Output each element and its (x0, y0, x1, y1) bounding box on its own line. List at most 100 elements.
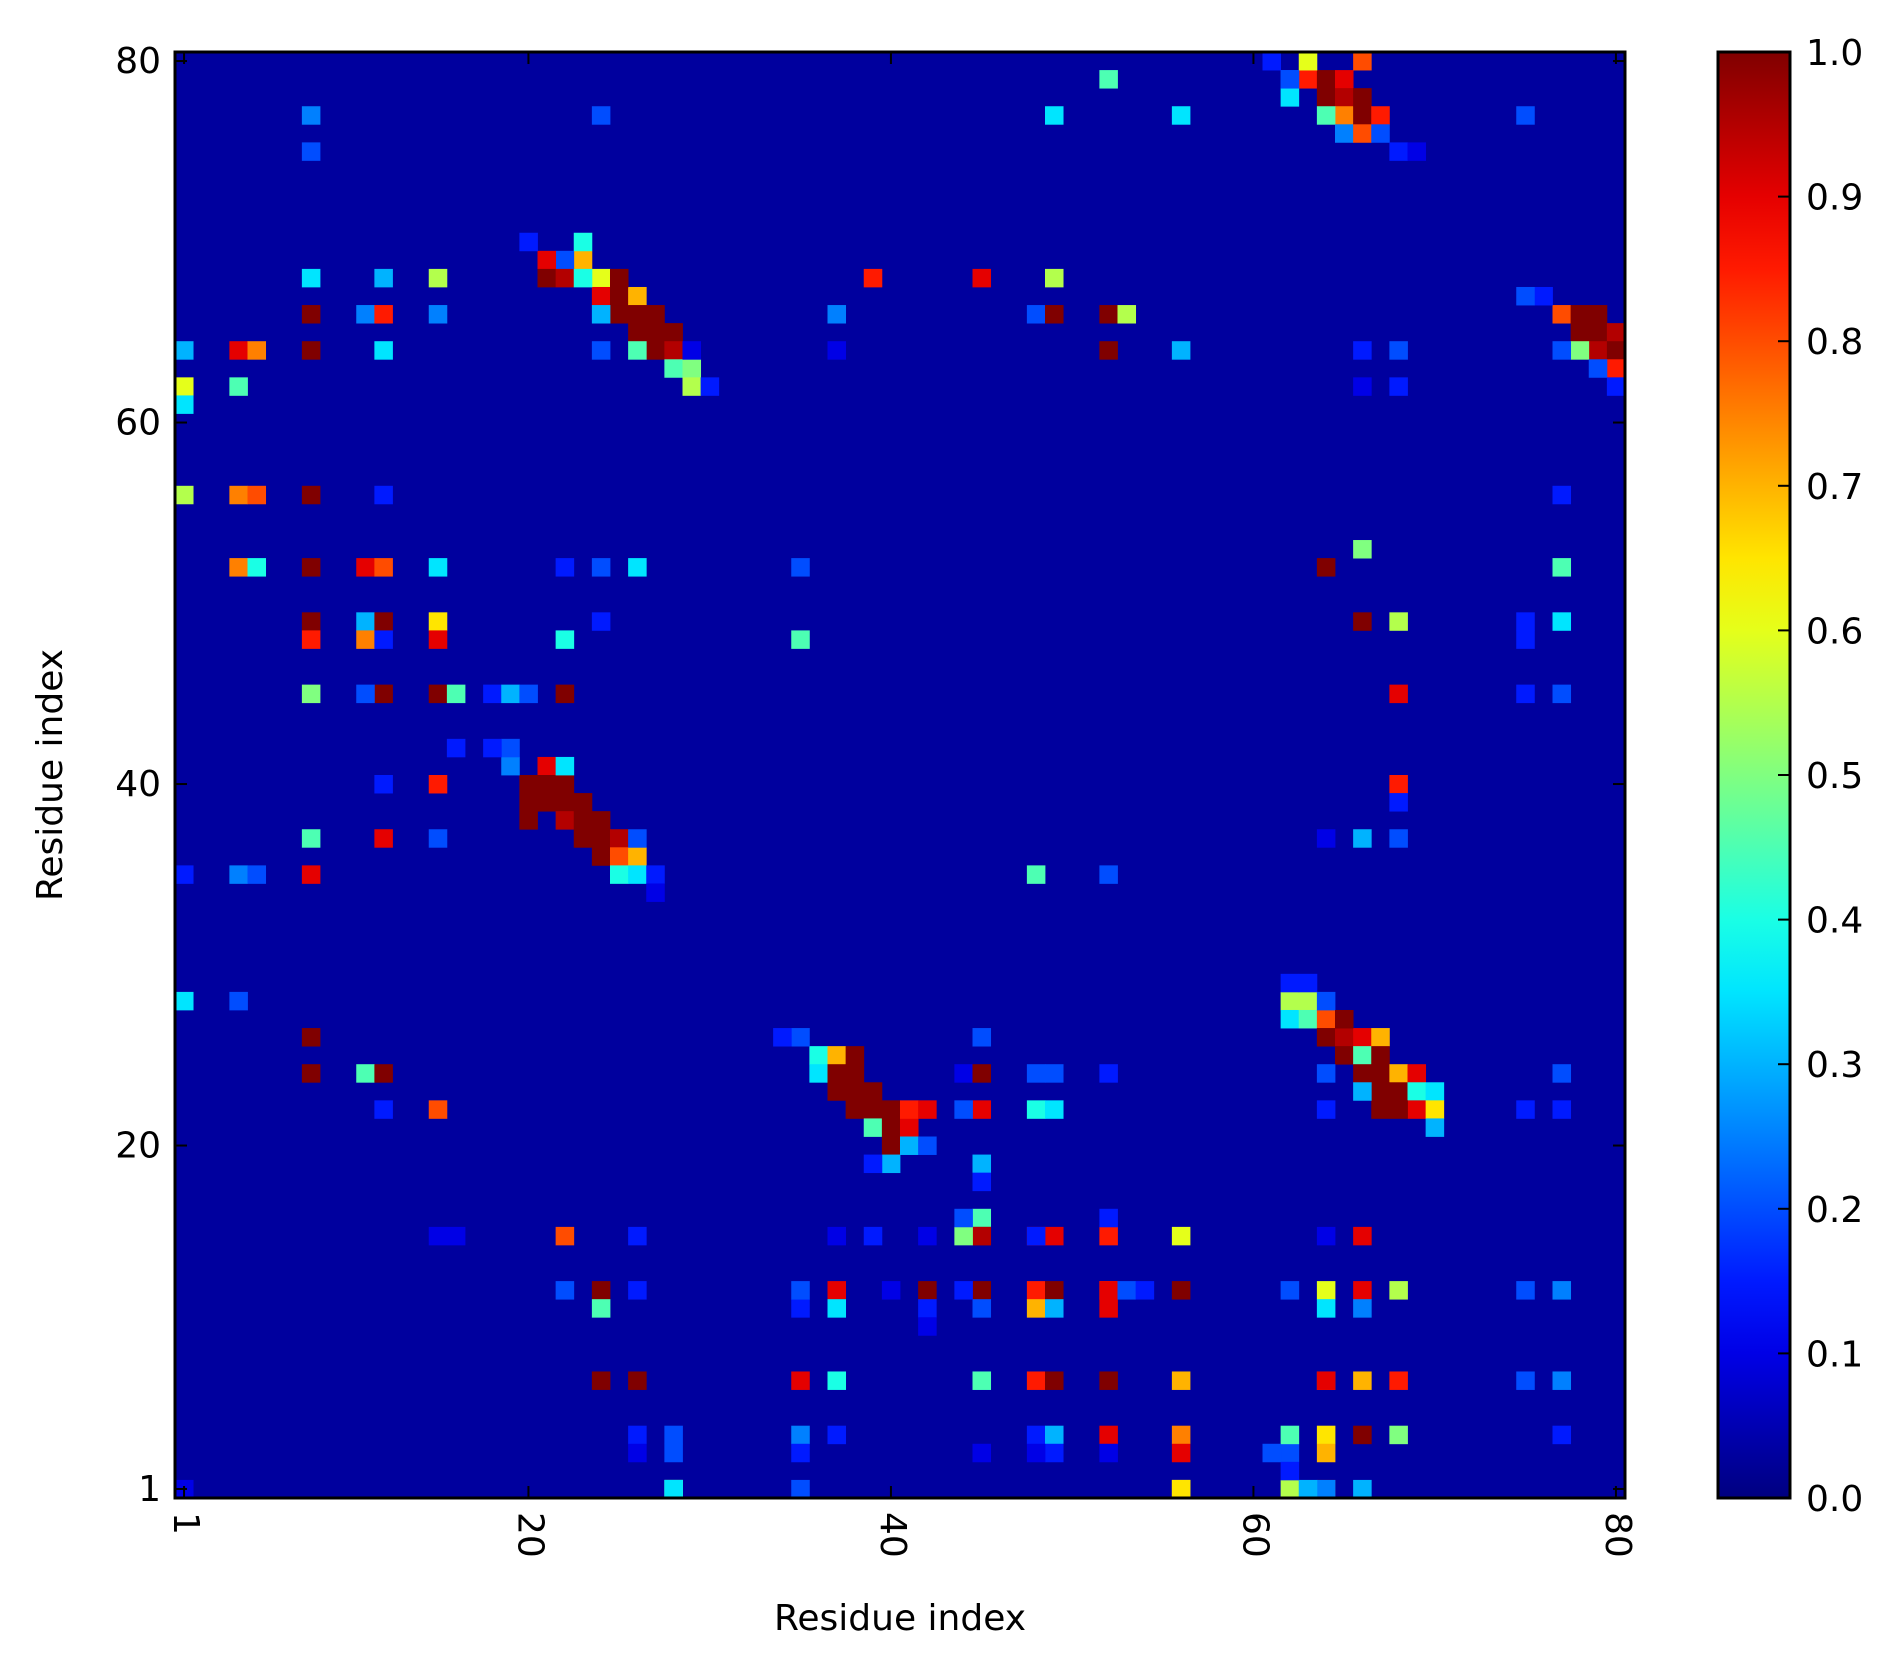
heatmap-cell (664, 1425, 683, 1445)
heatmap-cell (356, 1064, 375, 1083)
heatmap-cell (827, 1046, 847, 1065)
heatmap-cell (1262, 1443, 1282, 1463)
heatmap-cell (1552, 1281, 1572, 1300)
x-tick-label: 80 (1597, 1512, 1638, 1558)
heatmap-cell (1335, 88, 1354, 107)
heatmap-cell (1516, 1371, 1535, 1390)
heatmap-cell (1316, 1009, 1336, 1029)
heatmap-cell (175, 395, 194, 414)
heatmap-cell (428, 268, 448, 288)
heatmap-cell (537, 250, 557, 270)
heatmap-cell (610, 305, 629, 324)
heatmap-cell (573, 811, 593, 830)
heatmap-cell (972, 1281, 992, 1300)
x-tick-label: 1 (165, 1512, 206, 1535)
colorbar-tick-label: 0.7 (1806, 467, 1863, 508)
heatmap-cell (229, 991, 248, 1011)
heatmap-cell (1353, 540, 1372, 559)
heatmap-cell (827, 305, 847, 324)
heatmap-cell (1389, 341, 1408, 360)
heatmap-cell (1389, 1281, 1408, 1300)
x-tick-label: 40 (872, 1512, 913, 1558)
heatmap-cell (972, 1028, 992, 1047)
x-axis: 1 20 40 60 80 (165, 52, 1638, 1558)
heatmap-cell (1335, 106, 1354, 125)
colorbar-tick-label: 0.2 (1806, 1190, 1863, 1231)
heatmap-cell (1353, 1479, 1372, 1499)
heatmap-cell (1099, 1281, 1118, 1300)
heatmap-cell (610, 268, 629, 288)
heatmap-cell (1316, 558, 1336, 577)
heatmap-cell (646, 341, 665, 360)
heatmap-cell (301, 684, 321, 704)
heatmap-cell (1552, 305, 1572, 324)
heatmap-cell (573, 268, 593, 288)
heatmap-cell (573, 793, 593, 812)
heatmap-cell (1316, 1299, 1336, 1318)
heatmap-cell (1099, 305, 1118, 324)
heatmap-cell (628, 323, 647, 342)
heatmap-cell (972, 1100, 992, 1119)
heatmap-cell (1353, 1281, 1372, 1300)
heatmap-cell (1171, 106, 1191, 125)
heatmap-cell (1353, 1425, 1372, 1445)
heatmap-cell (791, 1479, 810, 1499)
heatmap-cell (1552, 1064, 1572, 1083)
heatmap-cell (483, 738, 502, 758)
heatmap-cell (682, 359, 702, 378)
colorbar-tick-label: 0.6 (1806, 611, 1863, 652)
heatmap-cell (1045, 1425, 1064, 1445)
heatmap-cell (918, 1299, 937, 1318)
heatmap-cell (1552, 612, 1572, 631)
heatmap-cell (1552, 1425, 1572, 1445)
heatmap-cell (972, 1443, 992, 1463)
heatmap-cell (918, 1317, 937, 1336)
heatmap-cell (827, 1425, 847, 1445)
heatmap-cell (1026, 1371, 1046, 1390)
heatmap-cell (1425, 1100, 1445, 1119)
heatmap-cell (428, 630, 448, 649)
heatmap-cell (1045, 1371, 1064, 1390)
y-tick-label: 1 (138, 1469, 161, 1510)
heatmap-cell (301, 341, 321, 360)
heatmap-cell (555, 775, 575, 794)
heatmap-cell (446, 1226, 466, 1246)
heatmap-cell (519, 232, 538, 252)
heatmap-cell (1534, 286, 1553, 306)
heatmap-cell (1335, 1009, 1354, 1029)
heatmap-cell (1316, 1028, 1336, 1047)
heatmap-cell (1316, 106, 1336, 125)
heatmap-cell (1045, 1443, 1064, 1463)
heatmap-cells (175, 52, 1626, 1499)
heatmap-cell (573, 250, 593, 270)
heatmap-cell (1298, 991, 1318, 1011)
y-axis: 1 20 40 60 80 (115, 41, 1625, 1510)
heatmap-cell (1171, 1371, 1191, 1390)
heatmap-cell (1026, 1299, 1046, 1318)
heatmap-cell (845, 1082, 865, 1101)
heatmap-cell (301, 142, 321, 161)
heatmap-cell (1389, 612, 1408, 631)
heatmap-cell (664, 341, 683, 360)
heatmap-cell (972, 1154, 992, 1174)
heatmap-cell (827, 1281, 847, 1300)
heatmap-cell (1026, 1425, 1046, 1445)
heatmap-cell (1353, 829, 1372, 848)
heatmap-cell (918, 1136, 937, 1155)
heatmap-cell (374, 1100, 393, 1119)
heatmap-cell (972, 1064, 992, 1083)
heatmap-cell (1353, 377, 1372, 396)
heatmap-cell (664, 359, 683, 378)
heatmap-cell (1099, 865, 1118, 884)
heatmap-cell (1389, 829, 1408, 848)
heatmap-cell (1371, 1100, 1390, 1119)
heatmap-cell (175, 865, 194, 884)
heatmap-cell (356, 612, 375, 631)
heatmap-cell (1371, 106, 1390, 125)
heatmap-cell (1280, 1009, 1300, 1029)
heatmap-cell (1135, 1281, 1155, 1300)
heatmap-cell (1407, 1064, 1427, 1083)
heatmap-cell (1099, 1371, 1118, 1390)
heatmap-cell (1371, 124, 1390, 143)
